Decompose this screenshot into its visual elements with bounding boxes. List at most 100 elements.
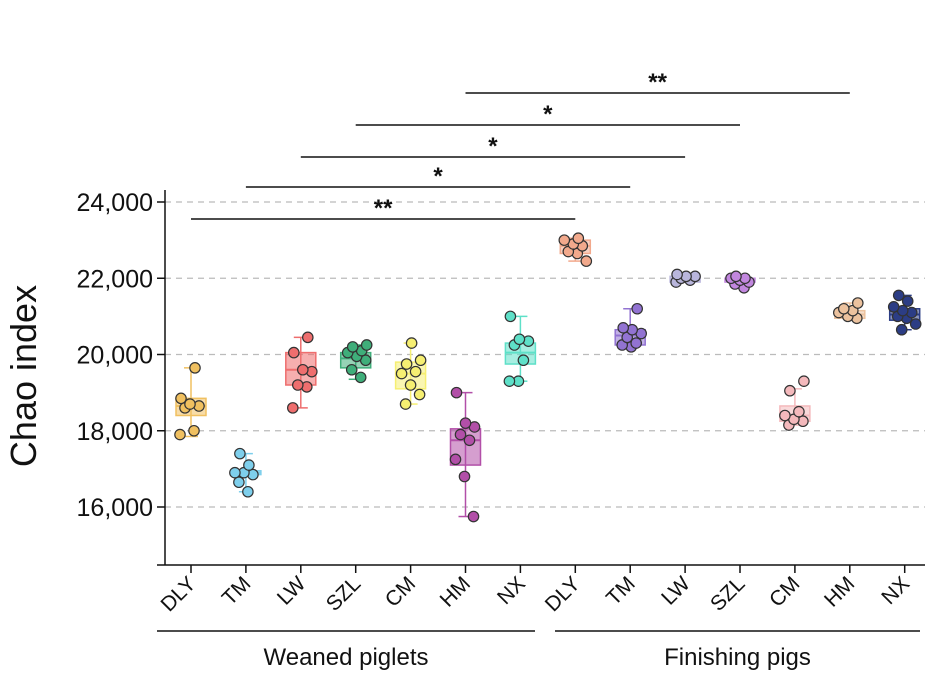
significance-label: * bbox=[543, 101, 553, 128]
significance-label: ** bbox=[648, 69, 667, 96]
data-point bbox=[400, 358, 413, 370]
data-point bbox=[287, 346, 300, 359]
x-tick-label: SZL bbox=[706, 572, 749, 615]
data-point bbox=[895, 323, 908, 336]
data-point bbox=[458, 470, 471, 483]
data-point bbox=[901, 295, 914, 307]
data-point bbox=[580, 255, 593, 267]
x-tick-label: LW bbox=[273, 572, 311, 610]
grid-lines bbox=[165, 201, 925, 508]
box-weaned-dly bbox=[174, 362, 207, 441]
box-weaned-hm bbox=[449, 386, 482, 523]
data-point bbox=[851, 297, 864, 309]
y-tick-label: 22,000 bbox=[77, 265, 153, 293]
data-point bbox=[572, 232, 585, 245]
y-tick-label: 24,000 bbox=[77, 189, 153, 217]
axes: 16,000 18,000 20,000 22,000 24,000 bbox=[77, 189, 925, 573]
significance-label: * bbox=[488, 133, 498, 160]
box-weaned-nx bbox=[503, 310, 537, 387]
box-finishing-lw bbox=[669, 268, 701, 288]
data-point bbox=[467, 510, 480, 523]
data-point bbox=[463, 434, 476, 447]
data-point bbox=[229, 466, 241, 479]
x-tick-label: NX bbox=[877, 572, 914, 609]
data-point bbox=[404, 379, 417, 391]
significance-label: ** bbox=[374, 195, 393, 222]
y-tick-label: 16,000 bbox=[77, 494, 153, 522]
group-label: Finishing pigs bbox=[664, 644, 811, 671]
data-point bbox=[184, 398, 196, 410]
significance-label: * bbox=[433, 163, 443, 190]
box-finishing-dly bbox=[558, 232, 593, 267]
x-tick-label: HM bbox=[820, 572, 859, 611]
y-tick-label: 20,000 bbox=[77, 342, 153, 370]
data-point bbox=[399, 398, 412, 410]
data-point bbox=[793, 405, 805, 418]
data-point bbox=[413, 388, 426, 401]
data-point bbox=[513, 333, 526, 346]
data-point bbox=[459, 417, 472, 429]
data-point bbox=[504, 310, 517, 323]
data-point bbox=[671, 268, 683, 281]
data-point bbox=[188, 424, 200, 437]
x-tick-label: HM bbox=[436, 572, 475, 611]
group-label: Weaned piglets bbox=[264, 644, 429, 671]
x-tick-label: CM bbox=[381, 572, 420, 611]
data-point bbox=[779, 409, 791, 422]
data-point bbox=[730, 270, 742, 283]
data-point bbox=[291, 379, 304, 391]
x-tick-label: SZL bbox=[322, 572, 365, 615]
boxes bbox=[174, 232, 922, 523]
data-point bbox=[892, 289, 905, 302]
data-point bbox=[233, 476, 245, 489]
box-finishing-nx bbox=[887, 289, 922, 336]
data-point bbox=[617, 322, 629, 334]
data-point bbox=[354, 371, 367, 384]
data-point bbox=[346, 341, 359, 353]
data-point bbox=[360, 339, 373, 351]
y-axis-label: Chao index bbox=[3, 285, 44, 467]
data-point bbox=[243, 459, 255, 471]
data-point bbox=[189, 362, 201, 374]
data-point bbox=[798, 375, 810, 387]
data-point bbox=[909, 318, 922, 330]
x-tick-label: TM bbox=[602, 572, 640, 610]
x-tick-label: LW bbox=[657, 572, 695, 610]
box-weaned-lw bbox=[285, 331, 318, 414]
box-finishing-hm bbox=[832, 297, 866, 325]
data-point bbox=[174, 428, 186, 441]
significance-brackets: ******* bbox=[191, 69, 850, 222]
data-point bbox=[395, 367, 408, 380]
data-point bbox=[405, 337, 418, 349]
data-point bbox=[454, 428, 467, 441]
data-point bbox=[449, 453, 462, 466]
x-tick-label: NX bbox=[493, 572, 530, 609]
box-weaned-tm bbox=[229, 447, 262, 498]
x-tick-label: DLY bbox=[156, 572, 200, 616]
data-point bbox=[242, 485, 254, 498]
data-point bbox=[631, 302, 643, 315]
data-point bbox=[286, 402, 299, 414]
data-point bbox=[414, 354, 427, 367]
box-weaned-cm bbox=[394, 337, 427, 410]
box-finishing-cm bbox=[779, 375, 811, 431]
box-finishing-szl bbox=[724, 270, 756, 294]
data-point bbox=[450, 386, 463, 399]
data-point bbox=[887, 301, 900, 313]
data-point bbox=[517, 354, 530, 367]
y-tick-label: 18,000 bbox=[77, 418, 153, 446]
data-point bbox=[630, 337, 642, 349]
data-point bbox=[503, 375, 516, 387]
data-point bbox=[409, 365, 422, 378]
data-point bbox=[837, 302, 850, 315]
data-point bbox=[296, 363, 309, 376]
x-tick-label: TM bbox=[218, 572, 256, 610]
x-tick-label: CM bbox=[765, 572, 804, 611]
x-tick-label: DLY bbox=[541, 572, 585, 616]
data-point bbox=[301, 331, 314, 344]
data-point bbox=[558, 234, 571, 246]
data-point bbox=[175, 392, 187, 405]
box-finishing-tm bbox=[614, 302, 647, 353]
data-point bbox=[345, 363, 358, 376]
